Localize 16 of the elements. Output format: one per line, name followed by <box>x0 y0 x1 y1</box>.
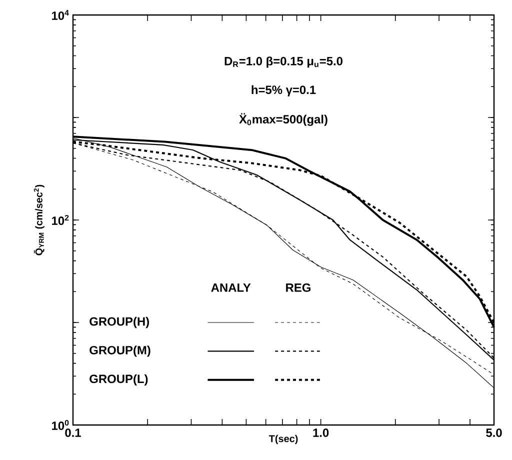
annotation: ANALY <box>211 284 251 292</box>
x-tick-label: 0.1 <box>65 428 81 437</box>
annotation: Ẍ$_{0}$max=500(gal) <box>239 113 328 126</box>
y-axis-title: Q̄$_{YRM}$ (cm/sec$^{2}$) <box>34 184 44 256</box>
y-tick-label: 10$^{0}$ <box>52 420 69 430</box>
annotation: D$_{R}$=1.0 β=0.15 μ$_{u}$=5.0 <box>224 56 342 68</box>
legend-label: GROUP(H) <box>90 316 149 328</box>
x-axis-title: T(sec) <box>268 434 298 444</box>
x-tick-label: 5.0 <box>486 428 502 437</box>
annotation: REG <box>286 283 310 292</box>
y-tick-label: 10$^{4}$ <box>52 10 69 20</box>
legend-label: GROUP(M) <box>90 346 150 357</box>
y-tick-label: 10$^{2}$ <box>52 214 69 225</box>
legend-label: GROUP(L) <box>90 374 148 386</box>
annotation: h=5% γ=0.1 <box>252 85 316 96</box>
x-tick-label: 1.0 <box>313 428 329 437</box>
